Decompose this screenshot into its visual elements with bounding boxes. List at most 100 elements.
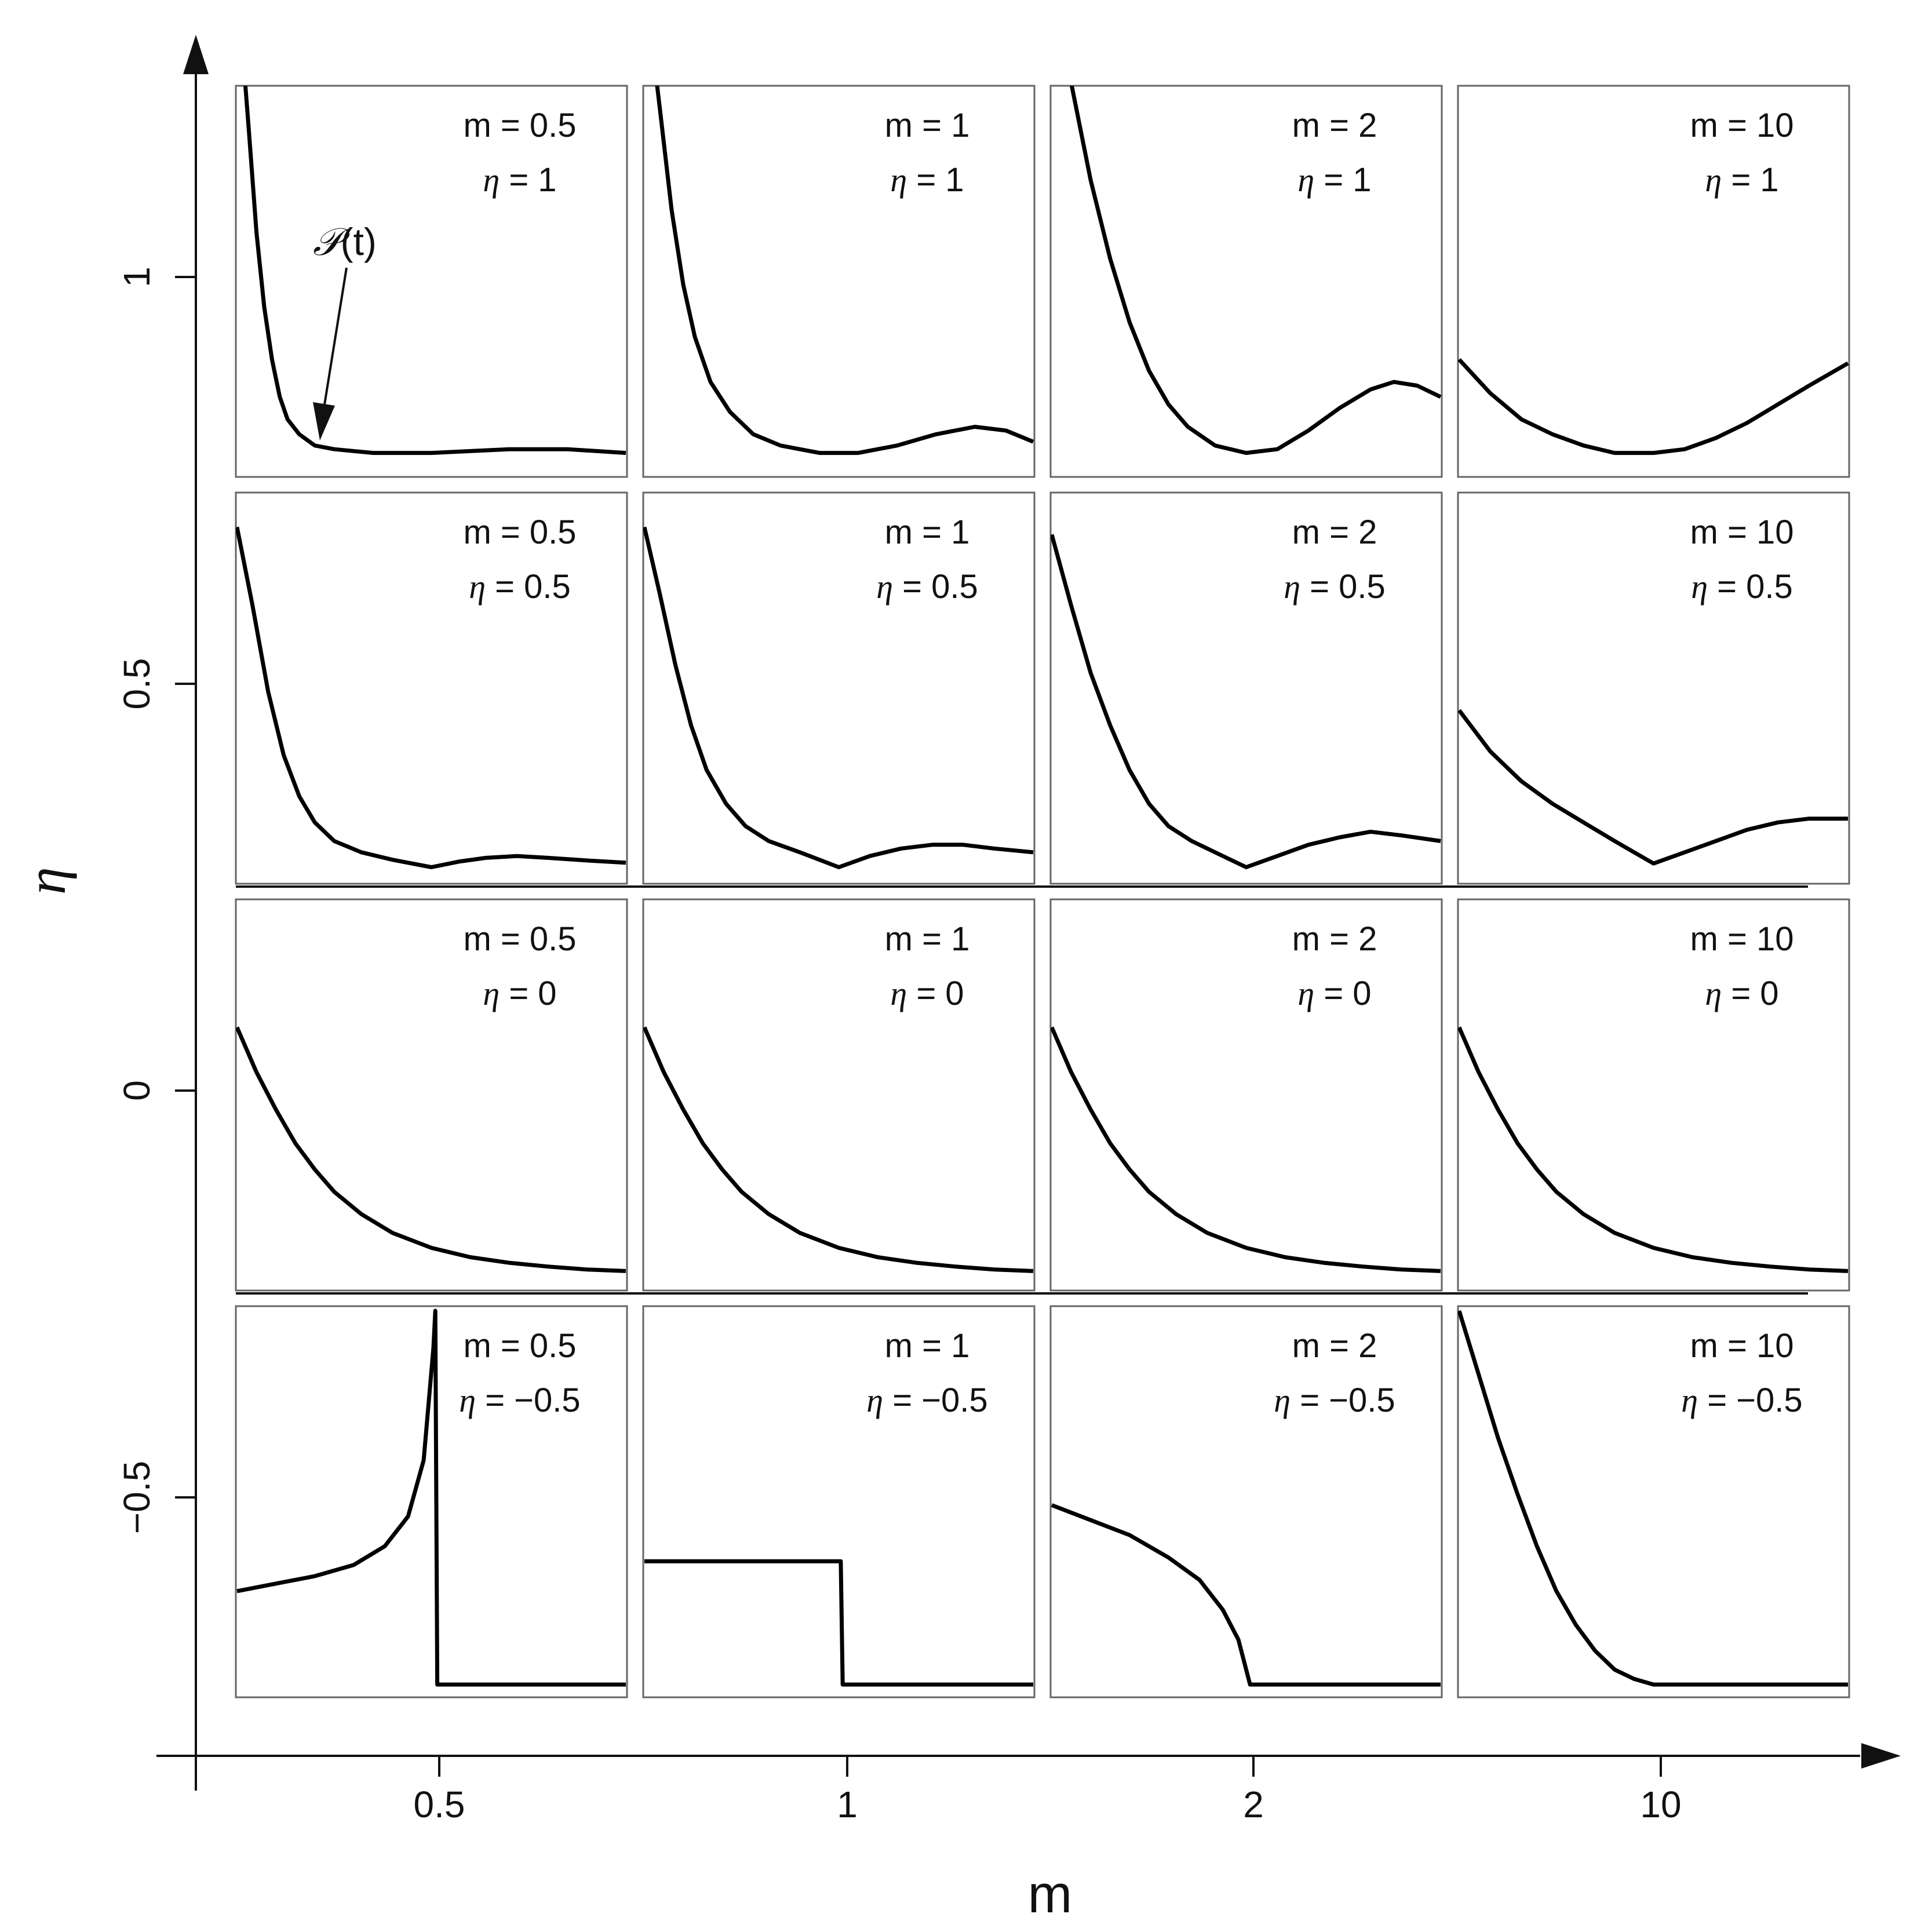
eta-value: = 0 [907, 975, 964, 1012]
eta-value: = 0.5 [1708, 568, 1793, 606]
series-line [1051, 1026, 1441, 1273]
x-axis-arrow [1861, 1743, 1901, 1769]
panel-label-m: m = 1 [885, 107, 970, 144]
panel-m2-eta3: m = 2η = −0.5 [1049, 1305, 1443, 1698]
panel-m1-eta2: m = 1 η = 0 [642, 898, 1036, 1292]
annotation: 𝒫(t) [313, 220, 377, 440]
eta-symbol: η [876, 568, 893, 606]
panel-label-eta: η = −0.5 [866, 1381, 987, 1419]
panel-label-m: m = 10 [1690, 1327, 1794, 1365]
panel-label-m: m = 2 [1292, 513, 1377, 551]
annotation-text: (t) [341, 220, 377, 263]
panel-frame [642, 491, 1036, 885]
eta-symbol: η [890, 975, 907, 1012]
panel-m1-eta3: m = 1 η = −0.5 [642, 1305, 1036, 1698]
panel-label-m: m = 0.5 [463, 1327, 576, 1365]
eta-value: = 0 [1314, 975, 1371, 1012]
eta-value: = 1 [1314, 161, 1371, 199]
panel-m10-eta0: m = 10 η = 1 [1457, 85, 1850, 478]
panel-frame [235, 491, 628, 885]
panel-m10-eta2: m = 10 η = 0 [1457, 898, 1850, 1292]
panel-label-eta: η = 0 [1297, 975, 1371, 1012]
eta-symbol: η [1705, 975, 1722, 1012]
panel-frame [235, 898, 628, 1292]
panel-label-eta: η = 0.5 [469, 568, 571, 606]
annotation-arrow-line [323, 267, 348, 405]
series-line [1051, 534, 1441, 869]
eta-symbol: η [1297, 161, 1314, 199]
x-tick-label: 0.5 [414, 1784, 465, 1825]
eta-value: = 0.5 [1300, 568, 1386, 606]
panel-label-m: m = 2 [1292, 107, 1377, 144]
annotation-arrow-head [313, 402, 335, 440]
panel-m1-eta0: m = 1 η = 1 [642, 85, 1036, 478]
series-line [1051, 1503, 1441, 1687]
panel-label-eta: η = 0.5 [1691, 568, 1793, 606]
panel-frame [642, 898, 1036, 1292]
y-axis-arrow [183, 35, 209, 74]
panel-label-m: m = 10 [1690, 107, 1794, 144]
annotation-label: 𝒫(t) [313, 220, 377, 264]
panel-frame [1457, 1305, 1850, 1698]
panel-label-eta: η = 1 [1297, 161, 1371, 199]
y-tick-label: 0 [116, 1080, 158, 1101]
panel-m2-eta1: m = 2 η = 0.5 [1049, 491, 1443, 885]
panel-label-m: m = 0.5 [463, 513, 576, 551]
x-axis-title: m [1028, 1865, 1073, 1924]
y-tick-label: 0.5 [116, 658, 158, 710]
panel-label-m: m = 1 [885, 1327, 970, 1365]
series-line [1069, 86, 1442, 455]
panel-grid: m = 0.5η = 1m = 1η = 1m = 2η = 1m = 10η … [235, 85, 1850, 1698]
eta-value: = 0 [1722, 975, 1778, 1012]
panel-label-eta: η = 1 [483, 161, 556, 199]
panel-frame [1049, 1305, 1443, 1698]
eta-symbol: η [1284, 568, 1300, 606]
panel-frame [1049, 85, 1443, 478]
panel-m0.5-eta0: m = 0.5 η = 1 [235, 85, 628, 478]
series-line [1458, 1026, 1849, 1273]
panel-label-m: m = 10 [1690, 920, 1794, 958]
series-line [643, 1026, 1034, 1273]
panel-label-eta: η = 0.5 [876, 568, 978, 606]
eta-symbol: η [459, 1381, 476, 1419]
series-line [236, 1308, 626, 1687]
panel-label-m: m = 1 [885, 920, 970, 958]
eta-value: = −0.5 [1291, 1381, 1395, 1419]
panel-frame [1457, 491, 1850, 885]
panel-m0.5-eta3: m = 0.5 η = −0.5 [235, 1305, 628, 1698]
series-line [643, 526, 1034, 869]
eta-value: = −0.5 [1698, 1381, 1803, 1419]
series-line [236, 526, 626, 869]
eta-value: = 0 [500, 975, 556, 1012]
y-tick-label: −0.5 [116, 1461, 158, 1534]
panel-m0.5-eta2: m = 0.5 η = 0 [235, 898, 628, 1292]
panel-frame [642, 85, 1036, 478]
eta-symbol: η [866, 1381, 883, 1419]
eta-symbol: η [1274, 1381, 1291, 1419]
panel-label-eta: η = 0 [1705, 975, 1778, 1012]
x-tick-label: 2 [1243, 1784, 1264, 1825]
series-line [644, 1559, 1033, 1687]
eta-value: = 1 [907, 161, 964, 199]
eta-symbol: η [469, 568, 486, 606]
panel-label-eta: η = 1 [890, 161, 964, 199]
panel-label-eta: η = −0.5 [1274, 1381, 1395, 1419]
eta-value: = 0.5 [893, 568, 978, 606]
panel-label-m: m = 2 [1292, 1327, 1377, 1365]
series-line [655, 86, 1034, 455]
series-line [243, 86, 626, 455]
eta-value: = 1 [500, 161, 556, 199]
panel-frame [1457, 898, 1850, 1292]
y-tick-label: 1 [116, 267, 158, 287]
eta-symbol: η [1681, 1381, 1698, 1419]
y-axis-title: η [15, 867, 77, 895]
panel-label-m: m = 2 [1292, 920, 1377, 958]
panel-frame [642, 1305, 1036, 1698]
eta-symbol: η [1705, 161, 1722, 199]
axes: 1 0.5 0 −0.5 0.5 1 2 10 m η [15, 35, 1901, 1924]
eta-symbol: η [890, 161, 907, 199]
eta-symbol: η [483, 161, 500, 199]
panel-label-m: m = 10 [1690, 513, 1794, 551]
series-line [1458, 709, 1848, 866]
